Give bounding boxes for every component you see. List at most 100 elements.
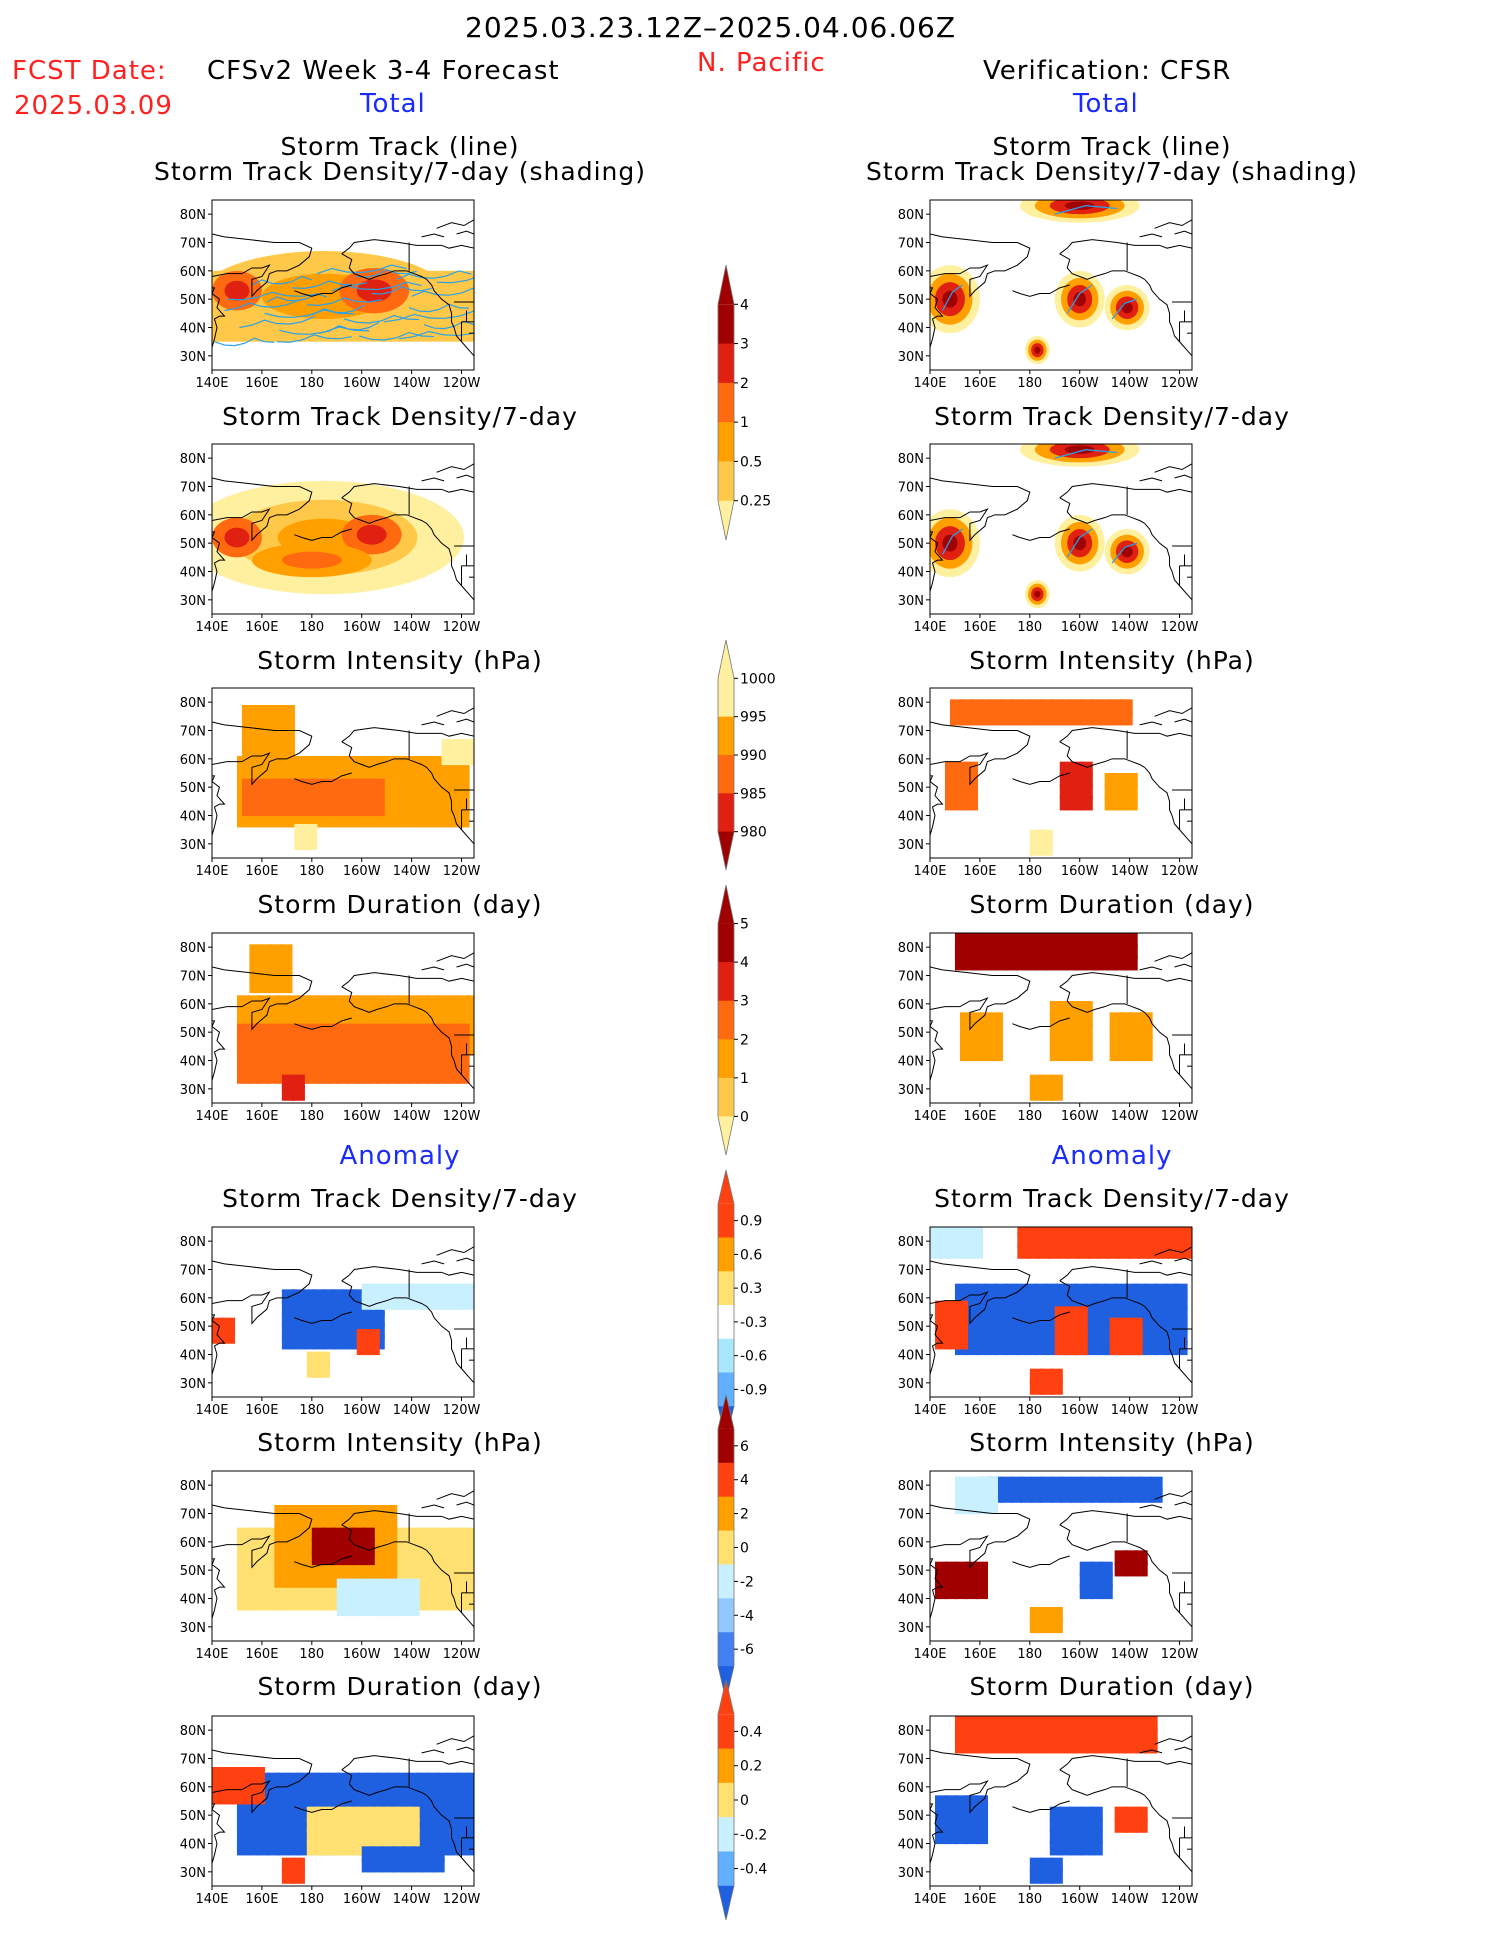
y-tick-label: 30N [898,1621,924,1636]
x-tick-label: 160E [963,1892,996,1907]
y-tick-label: 70N [898,1508,924,1523]
right-intensity-title: Storm Intensity (hPa) [969,646,1255,675]
y-tick-label: 30N [180,594,206,609]
x-tick-label: 120W [1161,1109,1198,1124]
x-tick-label: 160W [1061,1109,1099,1124]
colorbar-tick-label: 2 [740,1507,749,1523]
x-tick-label: 160W [1061,1403,1099,1418]
colorbar-tick-label: 3 [740,337,749,353]
y-tick-label: 80N [898,696,924,711]
left-anomaly-label: Anomaly [339,1141,461,1171]
y-tick-label: 30N [898,594,924,609]
x-tick-label: 140E [195,1109,228,1124]
right-density-anom-map: 140E 160E 180 160W 140W 120W 80N 70N 60N 50N 40N 30… [898,1226,1198,1418]
x-tick-label: 180 [1017,376,1042,391]
left-total-label: Total [360,89,426,119]
y-tick-label: 60N [898,1781,924,1796]
y-tick-label: 40N [898,566,924,581]
y-tick-label: 60N [898,753,924,768]
x-tick-label: 180 [1017,1647,1042,1662]
model-title: CFSv2 Week 3-4 Forecast [207,56,560,86]
y-tick-label: 50N [180,1026,206,1041]
left-track-map: 140E 160E 180 160W 140W 120W 80N 70N 60N 50N 40N 30… [180,199,480,391]
x-tick-label: 120W [1161,1403,1198,1418]
x-tick-label: 140W [1111,1647,1149,1662]
y-tick-label: 70N [180,1264,206,1279]
left-density-map: 140E 160E 180 160W 140W 120W 80N 70N 60N 50N 40N 30… [180,443,480,635]
left-intensity-anom-title: Storm Intensity (hPa) [257,1428,543,1457]
x-tick-label: 160W [343,1109,381,1124]
y-tick-label: 60N [180,1536,206,1551]
left-track-shading-title: Storm Track Density/7-day (shading) [153,157,647,186]
colorbar-tick-label: 0.4 [740,1724,762,1740]
colorbar-duration-anomaly: 0.4 0.2 0 -0.2 -0.4 [717,1679,767,1921]
y-tick-label: 60N [180,509,206,524]
right-intensity-anom-title: Storm Intensity (hPa) [969,1428,1255,1457]
x-tick-label: 140E [913,1109,946,1124]
colorbar-tick-label: 2 [740,376,749,392]
x-tick-label: 140E [195,1647,228,1662]
x-tick-label: 180 [299,1892,324,1907]
left-density-anom-map: 140E 160E 180 160W 140W 120W 80N 70N 60N 50N 40N 30… [180,1226,480,1418]
x-tick-label: 140E [195,864,228,879]
x-tick-label: 180 [299,620,324,635]
left-duration-title: Storm Duration (day) [257,890,543,919]
colorbar-density-total: 4 3 2 1 0.5 0.25 [717,264,771,541]
right-track-line-title: Storm Track (line) [992,132,1232,161]
colorbar-tick-label: 0.9 [740,1214,762,1230]
colorbar-tick-label: 0 [740,1541,749,1557]
colorbar-intensity-anomaly: 6 4 2 0 -2 -4 -6 [717,1394,754,1701]
colorbar-tick-label: 0.2 [740,1759,762,1775]
x-tick-label: 140E [195,376,228,391]
colorbar-tick-label: 4 [740,297,749,313]
y-tick-label: 30N [180,350,206,365]
y-tick-label: 50N [898,781,924,796]
x-tick-label: 180 [1017,620,1042,635]
y-tick-label: 60N [180,998,206,1013]
right-track-map: 140E 160E 180 160W 140W 120W 80N 70N 60N 50N 40N 30… [898,199,1198,391]
x-tick-label: 160E [963,1647,996,1662]
y-tick-label: 40N [898,1055,924,1070]
right-density-title: Storm Track Density/7-day [934,402,1290,431]
y-tick-label: 40N [898,322,924,337]
y-tick-label: 50N [898,1564,924,1579]
colorbar-duration-total: 5 4 3 2 1 0 [717,884,749,1156]
y-tick-label: 40N [180,322,206,337]
y-tick-label: 50N [180,781,206,796]
y-tick-label: 80N [180,1479,206,1494]
y-tick-label: 40N [180,1838,206,1853]
y-tick-label: 70N [180,1753,206,1768]
right-track-shading-title: Storm Track Density/7-day (shading) [865,157,1359,186]
colorbar-tick-label: 4 [740,955,749,971]
colorbar-tick-label: -0.3 [740,1315,767,1331]
fcst-date-label: FCST Date: [12,56,167,86]
x-tick-label: 160E [245,1647,278,1662]
left-intensity-anom-map: 140E 160E 180 160W 140W 120W 80N 70N 60N 50N 40N 30… [180,1470,480,1662]
y-tick-label: 70N [898,1264,924,1279]
y-tick-label: 80N [898,1479,924,1494]
x-tick-label: 160E [245,1109,278,1124]
date-range-title: 2025.03.23.12Z–2025.04.06.06Z [465,11,957,44]
colorbar-tick-label: -6 [740,1642,754,1658]
y-tick-label: 60N [898,998,924,1013]
y-tick-label: 40N [180,810,206,825]
right-duration-anom-title: Storm Duration (day) [969,1672,1255,1701]
y-tick-label: 40N [898,810,924,825]
right-density-anom-title: Storm Track Density/7-day [934,1184,1290,1213]
y-tick-label: 50N [180,1809,206,1824]
x-tick-label: 160E [963,620,996,635]
x-tick-label: 140E [913,1647,946,1662]
colorbar-tick-label: 0.5 [740,454,762,470]
right-intensity-anom-map: 140E 160E 180 160W 140W 120W 80N 70N 60N 50N 40N 30… [898,1470,1198,1662]
x-tick-label: 140W [1111,1892,1149,1907]
y-tick-label: 30N [180,1621,206,1636]
colorbar-tick-label: -4 [740,1608,754,1624]
x-tick-label: 180 [299,1403,324,1418]
colorbar-tick-label: 980 [740,825,767,841]
y-tick-label: 50N [898,1026,924,1041]
y-tick-label: 70N [180,481,206,496]
left-density-title: Storm Track Density/7-day [222,402,578,431]
colorbar-tick-label: 0 [740,1109,749,1125]
verification-title: Verification: CFSR [983,56,1232,86]
y-tick-label: 30N [898,1083,924,1098]
